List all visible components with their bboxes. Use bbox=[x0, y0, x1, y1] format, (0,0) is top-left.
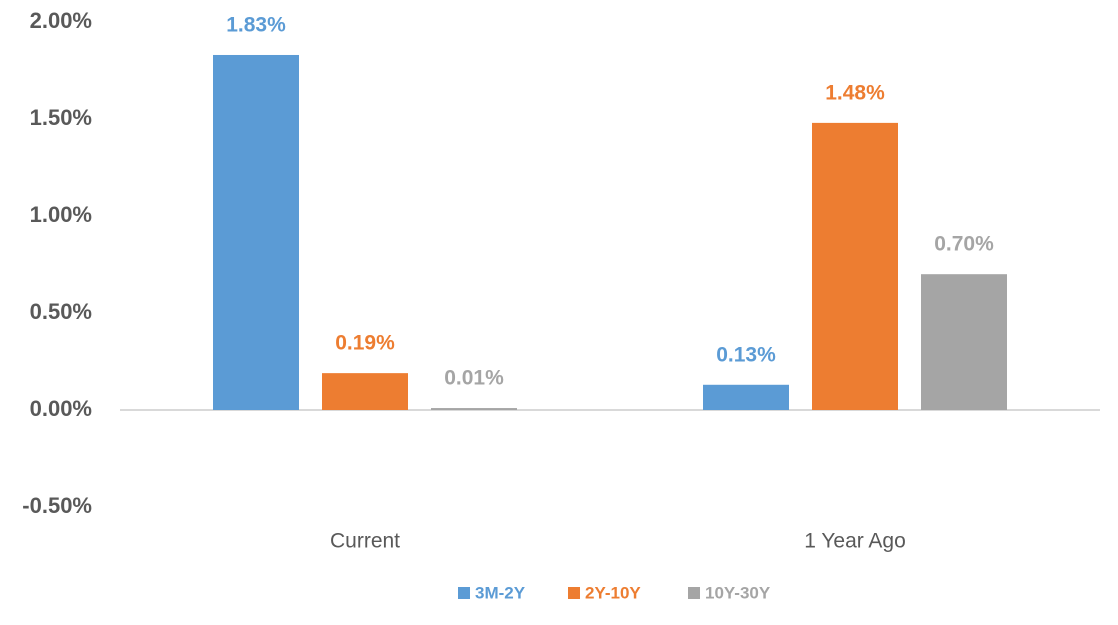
value-label: 0.19% bbox=[335, 332, 395, 355]
bar bbox=[703, 384, 789, 410]
y-tick-label: 0.50% bbox=[30, 299, 92, 324]
value-label: 0.01% bbox=[444, 367, 504, 390]
y-tick-label: 2.00% bbox=[30, 8, 92, 33]
legend-swatch bbox=[458, 587, 470, 599]
value-label: 1.83% bbox=[226, 14, 286, 37]
legend-label: 2Y-10Y bbox=[585, 583, 641, 602]
y-tick-label: -0.50% bbox=[22, 493, 92, 518]
y-tick-label: 0.00% bbox=[30, 396, 92, 421]
bar bbox=[921, 274, 1007, 410]
legend-swatch bbox=[688, 587, 700, 599]
value-label: 1.48% bbox=[825, 81, 885, 104]
x-tick-label: 1 Year Ago bbox=[804, 530, 906, 553]
bar bbox=[322, 373, 408, 410]
bar bbox=[812, 122, 898, 410]
x-tick-label: Current bbox=[330, 530, 400, 553]
bar bbox=[431, 408, 517, 410]
bar bbox=[213, 54, 299, 410]
y-tick-label: 1.50% bbox=[30, 105, 92, 130]
value-label: 0.13% bbox=[716, 343, 776, 366]
value-label: 0.70% bbox=[934, 233, 994, 256]
legend-label: 10Y-30Y bbox=[705, 583, 771, 602]
legend-swatch bbox=[568, 587, 580, 599]
y-tick-label: 1.00% bbox=[30, 202, 92, 227]
legend-label: 3M-2Y bbox=[475, 583, 526, 602]
